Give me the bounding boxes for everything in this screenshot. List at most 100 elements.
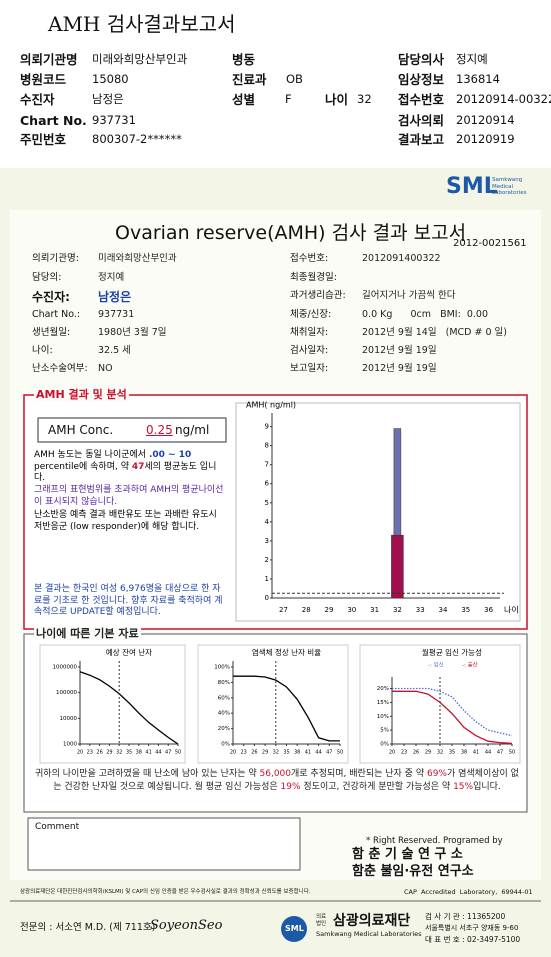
field-value: 136814 (456, 72, 500, 86)
field-value: 800307-2****** (92, 132, 182, 146)
text: 세의 평균농도 입니다. (34, 461, 217, 484)
conc-label: AMH Conc. (48, 423, 114, 437)
header-title: AMH 검사결과보고서 (48, 12, 236, 36)
field-label: 체중/신장: (290, 309, 332, 320)
text: 개로 추정되며, 배란되는 난자 중 약 (291, 769, 427, 779)
contact: 대 표 번 호 : 02-3497-5100 (425, 935, 521, 944)
x-tick-label: 26 (96, 750, 102, 756)
x-tick-label: 50 (175, 750, 181, 756)
field-label: Chart No.: (32, 309, 81, 320)
legend-entry: -: 출산 (462, 661, 478, 669)
series-line (79, 671, 179, 745)
field-label: 주민번호 (20, 132, 67, 147)
amh-conc-box (37, 417, 227, 443)
field-label: 접수번호 (398, 92, 445, 107)
field-label: 수진자: (32, 290, 70, 304)
org-type: 의료법인 (316, 914, 327, 927)
x-tick-label: 23 (241, 750, 247, 756)
x-tick-label: 34 (439, 606, 448, 614)
field-label: 의뢰기관명 (20, 52, 78, 67)
conc-unit: ng/ml (175, 423, 210, 437)
field-label: 검사일자: (290, 345, 329, 356)
contact: 서울특별시 서초구 양재동 9-60 (425, 924, 519, 932)
y-tick-label: 0% (380, 742, 389, 748)
field-label: Chart No. (20, 113, 87, 128)
y-tick-label: 10% (377, 714, 389, 720)
field-value: 미래와희망산부인과 (98, 253, 177, 264)
chart-panel (359, 644, 521, 764)
text: 정도이고, 건강하게 분만할 가능성은 약 (300, 782, 454, 792)
y-tick-label: 3 (265, 537, 269, 545)
y-tick-label: 1000 (63, 742, 77, 748)
logo-line: Samkwang (492, 177, 523, 183)
report-number: 2012-0021561 (453, 238, 527, 249)
rights: * Right Reserved. Programed by (366, 836, 503, 846)
highlight: 19% (280, 782, 301, 792)
x-tick-label: 32 (393, 606, 402, 614)
field-label: 생년월일: (32, 327, 71, 338)
x-tick-label: 23 (87, 750, 93, 756)
y-tick-label: 15% (377, 700, 389, 706)
x-tick-label: 35 (283, 750, 289, 756)
field-value: 20120914 (456, 113, 515, 127)
y-tick-label: 4 (265, 518, 270, 526)
comment-label: Comment (35, 822, 80, 832)
org-english: Samkwang Medical Laboratories (316, 930, 422, 938)
field-label: 나이 (325, 92, 349, 107)
field-value: 937731 (92, 113, 136, 127)
chart-title: 월평균 임신 가능성 (422, 647, 482, 657)
field-value: 32.5 세 (98, 345, 131, 356)
field-value: 남정은 (92, 92, 124, 106)
text: 귀하의 나이만을 고려하였을 때 난소에 남아 있는 난자는 약 (35, 769, 260, 779)
y-tick-label: 5% (380, 728, 389, 734)
field-label: 담당의사 (398, 52, 445, 67)
y-tick-label: 20% (218, 726, 230, 732)
x-tick-label: 32 (273, 750, 279, 756)
field-value: 1980년 3월 7일 (98, 327, 167, 338)
x-tick-label: 50 (509, 750, 515, 756)
y-tick-label: 8 (265, 442, 269, 450)
field-label: 수진자 (20, 92, 55, 107)
percentile: .00 ~ 10 (148, 450, 192, 460)
y-tick-label: 20% (377, 686, 389, 692)
text: AMH 농도는 동일 나이군에서 (34, 450, 149, 460)
x-tick-label: 31 (370, 606, 379, 614)
amh-note: 그래프의 표현범위를 초과하여 AMH의 평균나이선이 표시되지 않습니다. (34, 485, 224, 507)
y-tick-label: 60% (218, 695, 230, 701)
field-label: 결과보고 (398, 132, 445, 147)
field-value: 20120914-00322 (456, 92, 551, 106)
text: 입니다. (473, 782, 501, 792)
field-label: 의뢰기관명: (32, 253, 79, 264)
field-label: 검사의뢰 (398, 113, 445, 128)
x-tick-label: 33 (416, 606, 425, 614)
chart-panel (39, 644, 186, 764)
field-value: NO (98, 363, 113, 374)
chart-title: 예상 잔여 난자 (106, 647, 152, 657)
field-label: 병동 (232, 52, 256, 67)
x-tick-label: 20 (77, 750, 83, 756)
x-tick-label: 41 (305, 750, 311, 756)
x-tick-label: 36 (484, 606, 493, 614)
footnote: 삼광의료재단은 대한진단검사의학회(KSLMI) 및 CAP의 신임 인증을 받… (20, 889, 311, 895)
y-tick-label: 1000000 (53, 665, 78, 671)
x-tick-label: 29 (325, 606, 334, 614)
x-tick-label: 38 (136, 750, 142, 756)
cap: CAP Accredited Laboratory, 69944-01 (404, 888, 533, 896)
series-line (233, 675, 340, 742)
field-value: 남정은 (98, 290, 132, 304)
x-tick-label: 29 (106, 750, 112, 756)
y-tick-label: 80% (218, 680, 230, 686)
y-tick-label: 7 (265, 461, 269, 469)
field-label: 담당의: (32, 272, 62, 283)
logo: SML (446, 174, 498, 199)
x-tick-label: 20 (230, 750, 236, 756)
y-tick-label: 1 (265, 575, 269, 583)
x-tick-label: 32 (116, 750, 122, 756)
field-value: 2012년 9월 19일 (362, 345, 437, 356)
x-tick-label: 38 (294, 750, 300, 756)
y-axis-label: AMH( ng/ml) (246, 401, 296, 410)
y-tick-label: 5 (265, 499, 269, 507)
x-tick-label: 47 (326, 750, 332, 756)
x-tick-label: 35 (461, 606, 470, 614)
x-tick-label: 29 (425, 750, 431, 756)
